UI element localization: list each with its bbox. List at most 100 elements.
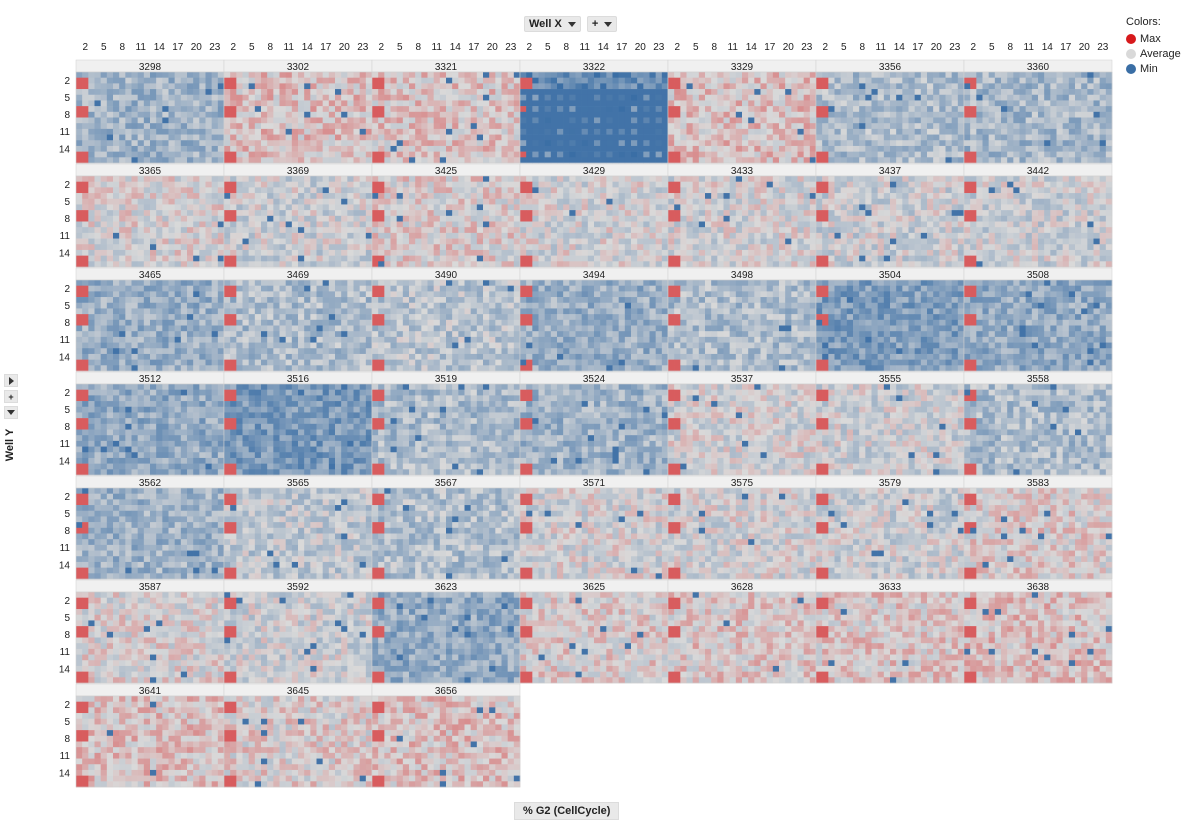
heatmap-cell bbox=[606, 238, 613, 245]
heatmap-cell bbox=[803, 83, 811, 90]
heatmap-cell bbox=[581, 215, 589, 222]
heatmap-cell bbox=[193, 210, 200, 217]
heatmap-cell bbox=[76, 94, 83, 101]
heatmap-cell bbox=[544, 255, 552, 262]
heatmap-cell bbox=[550, 106, 558, 113]
heatmap-cell bbox=[766, 140, 774, 147]
heatmap-cell bbox=[668, 232, 675, 239]
heatmap-cell bbox=[94, 123, 101, 130]
heatmap-cell bbox=[575, 187, 582, 194]
heatmap-cell bbox=[402, 261, 410, 268]
heatmap-cell bbox=[754, 227, 761, 234]
heatmap-cell bbox=[859, 204, 866, 211]
color-legend: Colors: Max Average Min bbox=[1126, 16, 1181, 76]
heatmap-cell bbox=[575, 176, 582, 182]
heatmap-cell bbox=[217, 89, 225, 96]
y-axis-add-button[interactable]: + bbox=[4, 390, 18, 403]
heatmap-cell bbox=[137, 94, 145, 101]
heatmap-cell bbox=[600, 145, 607, 152]
heatmap-cell bbox=[162, 249, 169, 256]
heatmap-cell bbox=[791, 193, 798, 200]
heatmap-cell bbox=[896, 111, 903, 118]
color-by-selector[interactable]: % G2 (CellCycle) bbox=[514, 802, 620, 820]
heatmap-cell bbox=[162, 83, 169, 90]
heatmap-cell bbox=[606, 198, 613, 205]
heatmap-cell bbox=[94, 117, 101, 124]
heatmap-cell bbox=[655, 94, 663, 101]
heatmap-cell bbox=[100, 123, 108, 130]
heatmap-cell bbox=[187, 198, 194, 205]
heatmap-cell bbox=[291, 215, 299, 222]
heatmap-cell bbox=[766, 134, 774, 141]
heatmap-cell bbox=[914, 83, 922, 90]
heatmap-cell bbox=[242, 89, 249, 96]
x-tick-label: 11 bbox=[1024, 42, 1035, 53]
heatmap-cell bbox=[495, 261, 502, 268]
heatmap-cell bbox=[427, 238, 434, 245]
heatmap-cell bbox=[668, 204, 675, 211]
heatmap-cell bbox=[544, 140, 552, 147]
heatmap-cell bbox=[94, 111, 101, 118]
heatmap-cell bbox=[637, 117, 644, 124]
heatmap-cell bbox=[285, 210, 293, 217]
heatmap-cell bbox=[1013, 128, 1020, 135]
heatmap-cell bbox=[711, 193, 718, 200]
heatmap-cell bbox=[267, 227, 274, 234]
heatmap-cell bbox=[427, 111, 434, 118]
heatmap-cell bbox=[310, 238, 317, 245]
heatmap-cell bbox=[359, 134, 367, 141]
heatmap-cell bbox=[797, 204, 804, 211]
heatmap-cell bbox=[896, 176, 903, 182]
heatmap-cell bbox=[421, 83, 428, 90]
heatmap-cell bbox=[1099, 111, 1107, 118]
heatmap-cell bbox=[723, 117, 730, 124]
heatmap-cell bbox=[230, 123, 237, 130]
heatmap-cell bbox=[711, 187, 718, 194]
x-axis-add-button[interactable]: + bbox=[586, 16, 618, 32]
x-tick-label: 20 bbox=[931, 42, 943, 53]
heatmap-cell bbox=[119, 181, 126, 188]
heatmap-cell bbox=[1062, 123, 1070, 130]
heatmap-cell bbox=[433, 72, 441, 78]
heatmap-cell bbox=[754, 83, 761, 90]
heatmap-cell bbox=[822, 145, 829, 152]
heatmap-cell bbox=[82, 238, 89, 245]
heatmap-cell bbox=[1099, 77, 1107, 84]
heatmap-cell bbox=[890, 128, 897, 135]
heatmap-cell bbox=[698, 117, 706, 124]
heatmap-cell bbox=[871, 193, 878, 200]
heatmap-cell bbox=[526, 210, 533, 217]
heatmap-cell bbox=[267, 94, 274, 101]
heatmap-cell bbox=[236, 94, 243, 101]
heatmap-cell bbox=[476, 145, 484, 152]
heatmap-cell bbox=[230, 249, 237, 256]
heatmap-cell bbox=[933, 140, 940, 147]
heatmap-cell bbox=[125, 134, 132, 141]
heatmap-cell bbox=[150, 106, 157, 113]
heatmap-cell bbox=[803, 261, 811, 268]
heatmap-cell bbox=[822, 140, 829, 147]
heatmap-cell bbox=[199, 249, 206, 256]
heatmap-cell bbox=[224, 176, 231, 182]
heatmap-cell bbox=[88, 261, 95, 268]
heatmap-cell bbox=[205, 83, 212, 90]
y-axis-selector[interactable] bbox=[4, 406, 18, 419]
heatmap-cell bbox=[816, 176, 823, 182]
heatmap-cell bbox=[927, 145, 934, 152]
heatmap-cell bbox=[668, 238, 675, 245]
heatmap-cell bbox=[631, 111, 638, 118]
heatmap-cell bbox=[193, 221, 200, 228]
y-axis-expand-button[interactable] bbox=[4, 374, 18, 387]
heatmap-cell bbox=[532, 261, 539, 268]
heatmap-cell bbox=[526, 187, 533, 194]
x-tick-label: 23 bbox=[653, 42, 665, 53]
heatmap-cell bbox=[156, 176, 163, 182]
heatmap-cell bbox=[951, 221, 959, 228]
heatmap-cell bbox=[920, 187, 928, 194]
heatmap-cell bbox=[1013, 157, 1020, 164]
x-axis-selector[interactable]: Well X bbox=[524, 16, 581, 32]
heatmap-cell bbox=[957, 128, 965, 135]
heatmap-cell bbox=[501, 221, 508, 228]
heatmap-cell bbox=[526, 255, 533, 262]
heatmap-cell bbox=[365, 94, 373, 101]
